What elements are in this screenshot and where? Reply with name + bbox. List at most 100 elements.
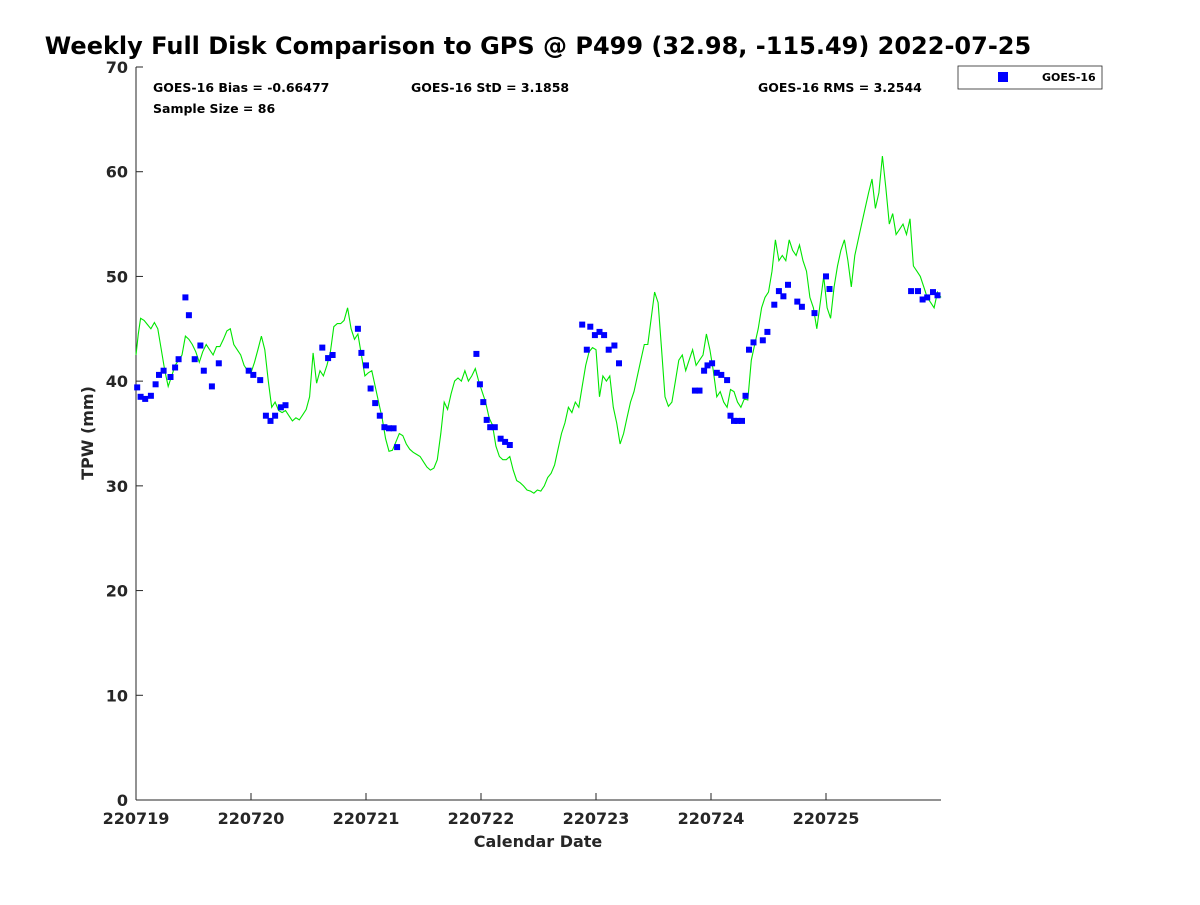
y-tick-label: 70 [106, 58, 128, 77]
goes16-data-point [734, 417, 741, 424]
goes16-data-point [591, 332, 598, 339]
goes16-data-point [934, 292, 941, 299]
legend-box [957, 65, 1103, 90]
x-tick-label: 220724 [678, 809, 745, 828]
goes16-data-point [282, 402, 289, 409]
goes16-data-point [325, 355, 332, 362]
gps-line-layer [135, 155, 942, 494]
goes16-data-point [172, 364, 179, 371]
goes16-data-point [185, 312, 192, 319]
bias-annotation: GOES-16 Bias = -0.66477 [153, 80, 329, 95]
goes16-data-point [363, 362, 369, 369]
x-tick-label: 220725 [793, 809, 860, 828]
x-tick-label: 220722 [448, 809, 515, 828]
goes16-data-point [137, 393, 144, 400]
goes16-data-point [156, 371, 162, 378]
y-tick-label: 30 [106, 477, 128, 496]
goes16-data-point [372, 400, 379, 407]
plot-area [134, 67, 942, 801]
goes16-data-point [208, 383, 215, 390]
y-tick-label: 20 [106, 582, 128, 601]
goes16-data-point [826, 286, 833, 292]
legend: GOES-16 [957, 65, 1103, 90]
goes16-data-point [197, 342, 204, 349]
y-tick-label: 10 [106, 686, 128, 705]
goes16-data-point [506, 442, 513, 448]
goes16-data-point [267, 417, 274, 424]
goes16-data-point [160, 367, 167, 374]
goes16-data-point [367, 385, 374, 392]
goes16-data-point [718, 371, 725, 378]
legend-label: GOES-16 [1042, 71, 1096, 84]
y-ticks: 0 10 20 30 40 50 60 70 [106, 58, 143, 810]
y-tick-label: 40 [106, 372, 128, 391]
goes16-data-point [147, 392, 154, 399]
goes16-data-point [191, 356, 198, 363]
goes16-data-point [182, 294, 189, 301]
y-axis-label: TPW (mm) [78, 386, 97, 480]
goes16-data-point [759, 337, 766, 344]
goes16-data-point [167, 374, 174, 380]
goes16-data-point [257, 377, 264, 384]
goes16-data-point [483, 416, 490, 423]
x-ticks: 220719 220720 220721 220722 220723 220724 2207… [103, 793, 860, 828]
goes16-data-point [785, 281, 791, 288]
goes16-data-point [245, 367, 252, 374]
goes16-data-point [476, 381, 483, 388]
goes16-data-point [386, 425, 392, 432]
goes16-data-point [487, 424, 494, 431]
goes16-data-point [798, 303, 805, 310]
x-tick-label: 220719 [103, 809, 170, 828]
plot-frame [136, 67, 941, 800]
goes16-data-point [579, 321, 586, 328]
goes16-data-point [142, 395, 149, 402]
goes16-data-point [473, 350, 480, 357]
goes16-data-point [919, 296, 926, 303]
goes16-data-point [915, 288, 921, 295]
goes16-data-point [616, 360, 622, 367]
goes16-data-point [200, 367, 207, 374]
goes16-data-point [480, 399, 487, 406]
goes16-data-point [277, 404, 284, 411]
goes16-data-point [583, 346, 590, 353]
goes16-data-point [390, 425, 397, 432]
goes16-data-point [691, 387, 698, 394]
stats-annotations: GOES-16 Bias = -0.66477 Sample Size = 86… [153, 80, 922, 116]
goes16-data-point [794, 298, 801, 305]
goes16-data-point [329, 352, 336, 358]
goes16-data-point [746, 346, 752, 353]
x-axis-label: Calendar Date [474, 832, 603, 851]
legend-swatch [998, 72, 1008, 82]
goes16-data-point [272, 412, 279, 419]
chart-title: Weekly Full Disk Comparison to GPS @ P49… [45, 32, 1031, 60]
y-tick-label: 0 [117, 791, 128, 810]
goes16-data-point [811, 310, 818, 317]
rms-annotation: GOES-16 RMS = 3.2544 [758, 80, 922, 95]
goes16-data-point [215, 360, 222, 367]
goes16-data-point [727, 412, 734, 419]
y-tick-label: 50 [106, 267, 128, 286]
goes16-data-point [731, 417, 737, 424]
goes16-data-point [354, 325, 361, 332]
goes16-data-point [497, 435, 504, 442]
goes16-data-point [376, 412, 383, 419]
goes16-data-point [775, 288, 782, 295]
goes16-data-point [724, 377, 731, 384]
goes16-data-point [319, 344, 326, 351]
goes16-markers-layer [134, 273, 941, 451]
x-tick-label: 220720 [218, 809, 285, 828]
goes16-data-point [924, 294, 931, 301]
goes16-data-point [175, 356, 182, 363]
goes16-data-point [381, 424, 388, 431]
y-tick-label: 60 [106, 163, 128, 182]
goes16-data-point [750, 339, 757, 346]
goes16-data-point [742, 392, 749, 399]
goes16-data-point [704, 362, 711, 369]
goes16-data-point [587, 323, 594, 330]
x-tick-label: 220721 [333, 809, 400, 828]
goes16-data-point [250, 371, 257, 378]
goes16-data-point [358, 349, 365, 356]
goes16-data-point [605, 346, 612, 353]
goes16-data-point [152, 381, 159, 388]
